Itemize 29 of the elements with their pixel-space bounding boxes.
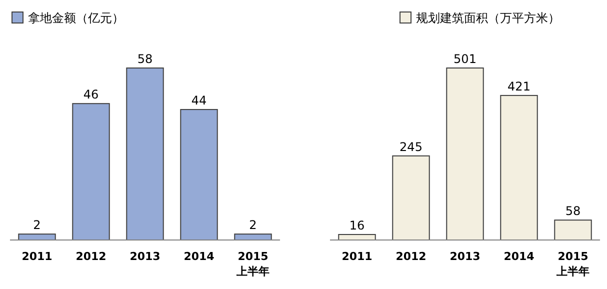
data-label: 421: [508, 79, 530, 94]
bar: [392, 155, 430, 240]
data-label: 58: [565, 204, 581, 218]
legend-label: 规划建筑面积（万平方米）: [416, 11, 560, 25]
x-tick-label: 2013: [450, 250, 480, 263]
x-tick-label: 2011: [22, 250, 52, 263]
x-tick-label: 2011: [342, 250, 372, 263]
data-label: 501: [454, 52, 476, 66]
bar: [554, 220, 592, 240]
data-label: 46: [83, 88, 99, 102]
data-label: 16: [349, 218, 365, 233]
x-tick-label: 2014: [504, 250, 535, 263]
x-tick-label: 2012: [396, 250, 426, 263]
data-label: 2: [249, 218, 257, 232]
x-tick-label: 2012: [76, 250, 106, 263]
x-tick-label: 2015 上半年: [556, 250, 590, 278]
data-label: 2: [33, 218, 41, 232]
bar: [180, 109, 218, 240]
x-tick-label: 2015 上半年: [236, 250, 270, 278]
legend-label: 拿地金额（亿元）: [28, 11, 124, 25]
data-label: 245: [400, 140, 422, 154]
data-label: 58: [137, 52, 153, 66]
bar: [446, 68, 484, 240]
x-tick-label: 2013: [130, 250, 160, 263]
data-label: 44: [191, 94, 207, 108]
bar: [126, 68, 164, 240]
x-tick-label: 2014: [184, 250, 215, 263]
bar: [72, 103, 110, 240]
bar: [500, 94, 538, 240]
